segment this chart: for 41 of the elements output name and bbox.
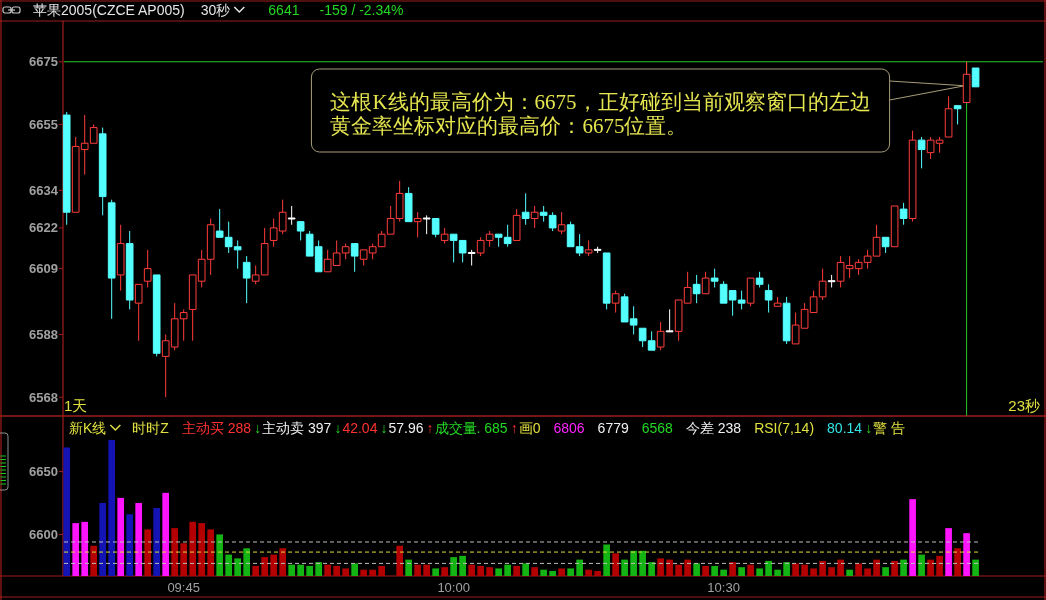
x-tick-label: 09:45 bbox=[167, 580, 200, 595]
annotation: 主动卖 397 bbox=[262, 420, 332, 436]
annotation: ↑ bbox=[510, 420, 518, 436]
annotation: 42.04 bbox=[342, 420, 378, 436]
annotation: ↓ bbox=[380, 420, 388, 436]
y-tick-label: 6588 bbox=[29, 326, 58, 342]
annotation: 今差 238 bbox=[685, 420, 742, 436]
annotation: 80.14 bbox=[827, 420, 863, 436]
y-tick-label: 6675 bbox=[29, 54, 58, 70]
chart-title: 苹果2005(CZCE AP005) bbox=[33, 2, 185, 18]
annotation: 警 告 bbox=[873, 420, 906, 436]
y-tick-label: 6600 bbox=[29, 526, 58, 542]
text: 23秒 bbox=[1008, 397, 1040, 414]
annotation: ↓ bbox=[334, 420, 342, 436]
annotation: 6568 bbox=[641, 420, 674, 436]
annotation: ↓ bbox=[865, 420, 873, 436]
chart-subtitle: 30秒 bbox=[200, 2, 231, 18]
y-tick-label: 6568 bbox=[29, 389, 58, 405]
annotation: 这根K线的最高价为：6675，正好碰到当前观察窗口的左边黄金率坐标对应的最高价：6675位置。 bbox=[330, 90, 871, 138]
chart-title: 新K线 bbox=[69, 420, 107, 436]
x-tick-label: 10:00 bbox=[437, 580, 470, 595]
annotation: ↓ bbox=[254, 420, 262, 436]
annotation: 时时Z bbox=[132, 420, 170, 436]
y-tick-label: 6609 bbox=[29, 261, 58, 277]
annotation: 57.96 bbox=[388, 420, 424, 436]
callout: 这根K线的最高价为：6675，正好碰到当前观察窗口的左边黄金率坐标对应的最高价：6675位置。 bbox=[310, 68, 966, 153]
annotation: 主动买 288 bbox=[181, 420, 252, 436]
annotation: 成交量. 685 bbox=[434, 420, 508, 436]
annotation: ↑ bbox=[426, 420, 434, 436]
annotation: 6779 bbox=[597, 420, 629, 436]
annotation: 6806 bbox=[553, 420, 585, 436]
text: -159 / -2.34% bbox=[319, 2, 404, 18]
annotation: 画0 bbox=[518, 420, 541, 436]
annotation: RSI(7,14) bbox=[754, 420, 815, 436]
text: 6641 bbox=[268, 2, 300, 18]
y-tick-label: 6634 bbox=[29, 182, 59, 198]
y-tick-label: 6622 bbox=[29, 220, 58, 236]
annotation: 1天 bbox=[64, 397, 88, 414]
y-tick-label: 6655 bbox=[29, 116, 58, 132]
x-tick-label: 10:30 bbox=[707, 580, 740, 595]
y-tick-label: 6650 bbox=[29, 463, 58, 479]
